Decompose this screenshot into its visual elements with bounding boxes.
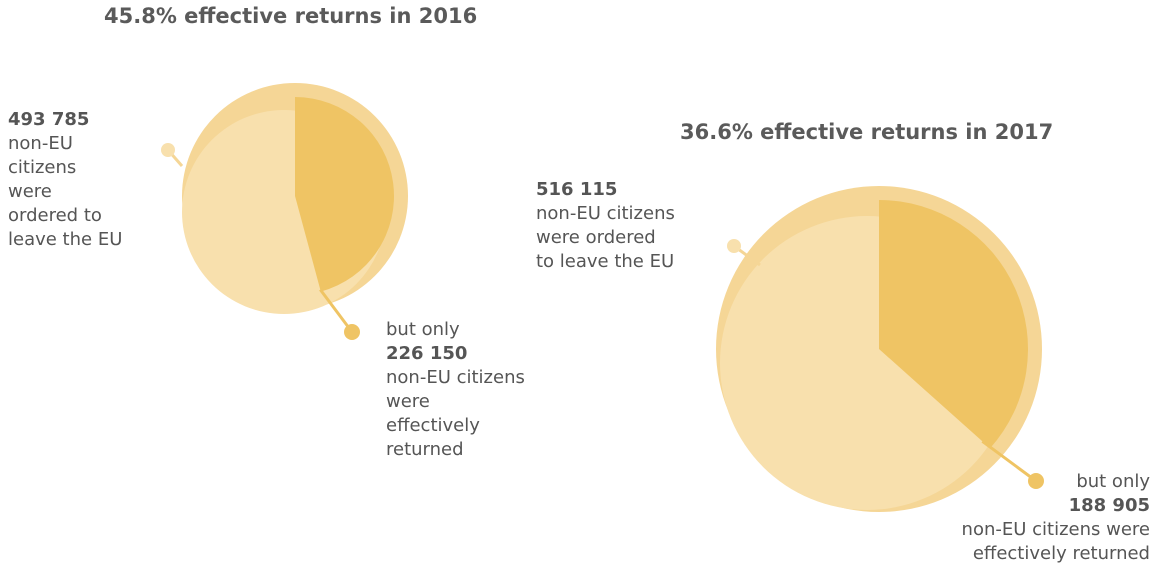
ordered-label-2016: 493 785 non-EU citizens were ordered to … <box>8 108 128 252</box>
ordered-text-2017-line-2: were ordered <box>536 227 656 248</box>
returned-label-2017: but only 188 905 non-EU citizens were ef… <box>930 470 1150 566</box>
ordered-text-2016-line-3: were <box>8 181 52 202</box>
returned-text-2016-line-4: returned <box>386 439 464 460</box>
leader-dot-returned-2016 <box>344 324 360 340</box>
ordered-text-2017-line-3: to leave the EU <box>536 251 675 272</box>
ordered-label-2017: 516 115 non-EU citizens were ordered to … <box>536 178 726 274</box>
leader-dot-ordered-2016 <box>161 143 175 157</box>
returned-count-2017: 188 905 <box>1068 495 1150 516</box>
returned-text-2016-line-2: were <box>386 391 430 412</box>
chart-title-2017: 36.6% effective returns in 2017 <box>680 120 1054 144</box>
ordered-count-2017: 516 115 <box>536 179 618 200</box>
ordered-text-2016-line-1: non-EU <box>8 133 73 154</box>
returned-prefix-2016: but only <box>386 319 460 340</box>
returned-count-2016: 226 150 <box>386 343 468 364</box>
returned-label-2016: but only 226 150 non-EU citizens were ef… <box>386 318 556 462</box>
ordered-text-2016-line-5: leave the EU <box>8 229 123 250</box>
ordered-count-2016: 493 785 <box>8 109 90 130</box>
chart-title-2016: 45.8% effective returns in 2016 <box>104 4 478 28</box>
returned-text-2017-line-2: effectively returned <box>972 543 1150 564</box>
leader-dot-ordered-2017 <box>727 239 741 253</box>
returned-text-2016-line-1: non-EU citizens <box>386 367 525 388</box>
ordered-text-2016-line-2: citizens <box>8 157 77 178</box>
pie-slice-returned-2017 <box>879 200 1028 449</box>
returned-prefix-2017: but only <box>1076 471 1150 492</box>
leader-line-returned-2016 <box>319 288 354 333</box>
ordered-text-2017-line-1: non-EU citizens <box>536 203 675 224</box>
returned-text-2017-line-1: non-EU citizens were <box>961 519 1150 540</box>
leader-line-returned-2017 <box>981 440 1037 483</box>
returned-text-2016-line-3: effectively <box>386 415 480 436</box>
ordered-text-2016-line-4: ordered to <box>8 205 102 226</box>
pie-slice-returned-2016 <box>295 97 395 292</box>
leader-dot-returned-2017 <box>1028 473 1044 489</box>
